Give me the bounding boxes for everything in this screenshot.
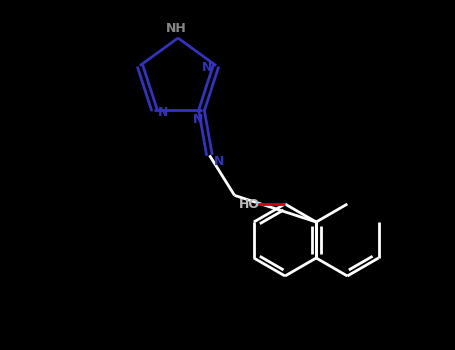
Text: N: N — [158, 106, 169, 119]
Text: N: N — [214, 155, 225, 168]
Text: N: N — [193, 113, 204, 126]
Text: HO: HO — [238, 198, 259, 211]
Text: NH: NH — [166, 21, 187, 35]
Text: N: N — [202, 61, 212, 74]
